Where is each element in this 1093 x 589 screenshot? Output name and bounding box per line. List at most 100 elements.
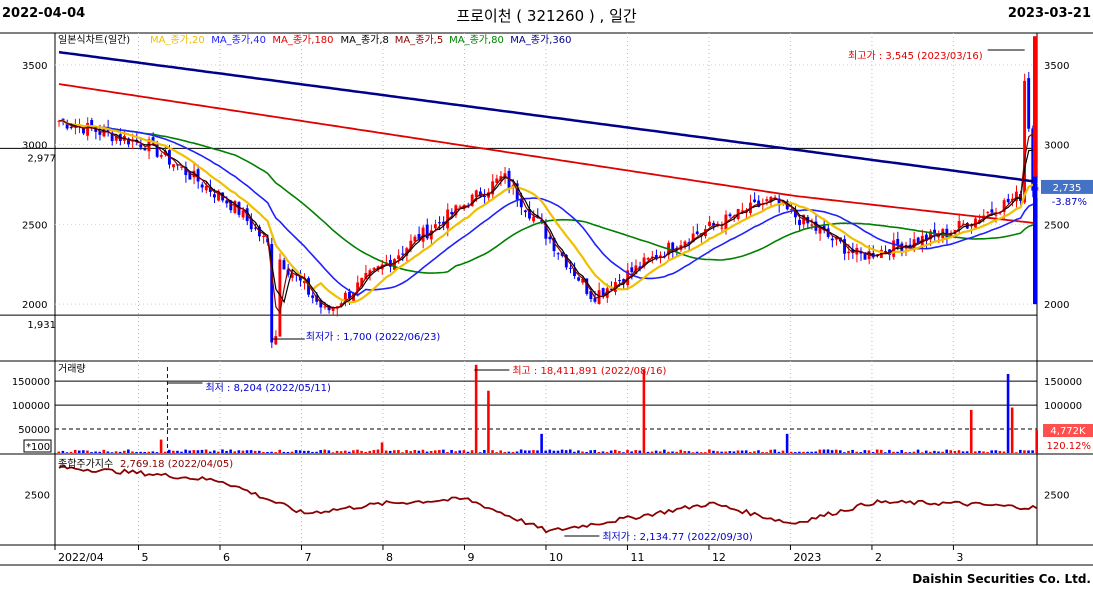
volume-bar	[200, 449, 204, 453]
ma20-line	[59, 119, 1038, 304]
volume-bar	[393, 450, 396, 453]
candle-body	[90, 120, 94, 129]
volume-bar	[511, 451, 515, 453]
volume-bar	[953, 450, 957, 453]
index-tick-right: 2500	[1044, 490, 1069, 501]
candle-body	[450, 212, 454, 215]
volume-bar	[180, 451, 183, 453]
volume-bar	[847, 450, 850, 453]
volume-bar	[548, 449, 552, 453]
volume-bar	[969, 409, 973, 453]
volume-bar	[634, 450, 638, 453]
candle-body	[1027, 78, 1031, 129]
candle-body	[491, 181, 495, 195]
volume-bar	[433, 450, 437, 453]
x-tick-label: 2	[875, 551, 882, 564]
candle-body	[409, 240, 413, 250]
candle-body	[994, 214, 998, 216]
chart-title: 프로이천 ( 321260 ) , 일간	[456, 7, 637, 25]
volume-bar	[172, 450, 175, 453]
candle-body	[192, 170, 196, 178]
candle-body	[323, 306, 327, 308]
volume-bar	[241, 450, 245, 453]
volume-bar	[356, 449, 359, 453]
brand-label: Daishin Securities Co. Ltd.	[912, 572, 1091, 586]
volume-bar	[343, 450, 347, 453]
x-tick-label: 8	[386, 551, 393, 564]
candle-body	[82, 126, 85, 134]
volume-panel-title: 거래량	[58, 363, 86, 375]
x-tick-label: 3	[956, 551, 963, 564]
volume-bar	[564, 450, 568, 453]
ma360-line	[58, 50, 1038, 184]
candle-body	[577, 277, 581, 281]
volume-bar	[658, 451, 662, 453]
candle-body	[769, 196, 773, 201]
candle-body	[528, 209, 531, 219]
volume-bar	[994, 450, 998, 453]
ma40-line	[59, 120, 1038, 297]
volume-bar	[372, 450, 376, 453]
volume-bar	[937, 451, 940, 453]
volume-bar	[740, 450, 744, 453]
volume-bar	[957, 450, 961, 453]
volume-tick-left: 100000	[12, 401, 50, 412]
candle-body	[810, 224, 814, 226]
volume-bar	[417, 450, 421, 453]
price-tick-right: 3000	[1044, 141, 1069, 152]
candle-body	[438, 222, 441, 224]
volume-bar	[65, 452, 69, 453]
volume-bar	[822, 449, 826, 453]
candle-body	[843, 239, 846, 254]
candle-body	[654, 255, 658, 260]
candle-body	[605, 288, 609, 298]
volume-bar	[523, 450, 527, 453]
candle-body	[556, 253, 560, 255]
last-price-label: 2,735	[1053, 183, 1082, 194]
volume-bar	[912, 451, 916, 453]
volume-bar	[499, 450, 502, 453]
candle-body	[847, 251, 851, 254]
volume-bar	[131, 451, 134, 453]
volume-bar	[118, 451, 122, 453]
volume-bar	[961, 451, 965, 453]
volume-bar	[949, 450, 953, 453]
volume-bar	[438, 450, 441, 453]
candle-body	[961, 223, 965, 225]
volume-bar	[102, 449, 106, 453]
volume-bar	[736, 450, 740, 453]
volume-bar	[127, 449, 130, 453]
volume-bar	[732, 451, 736, 453]
volume-bar	[900, 450, 903, 453]
x-tick-label: 2023	[793, 551, 821, 564]
volume-bar	[978, 450, 981, 453]
volume-bar	[626, 449, 629, 453]
candle-body	[949, 233, 953, 238]
volume-bar	[806, 451, 809, 453]
price-low-annotation: 최저가 : 1,700 (2022/06/23)	[306, 331, 441, 343]
candle-body	[278, 259, 282, 337]
candle-body	[139, 144, 143, 148]
volume-bar	[90, 452, 93, 453]
volume-bar	[613, 449, 617, 453]
volume-bar	[663, 449, 666, 453]
volume-bar	[147, 451, 151, 453]
candle-body	[217, 191, 220, 201]
end-date: 2023-03-21	[1007, 6, 1091, 21]
index-low-annotation: 최저가 : 2,134.77 (2022/09/30)	[602, 531, 753, 543]
candle-body	[691, 233, 695, 243]
volume-bar	[327, 450, 331, 453]
volume-bar	[773, 449, 777, 453]
volume-bar	[1023, 450, 1026, 453]
volume-bar	[695, 451, 699, 453]
candle-body	[69, 126, 73, 128]
volume-bar	[839, 450, 842, 453]
volume-bar	[609, 450, 613, 453]
legend-entry: MA_종가,360	[510, 34, 571, 46]
candle-body	[307, 278, 310, 295]
candle-body	[372, 267, 376, 270]
price-tick-right: 2000	[1044, 300, 1069, 311]
volume-bar	[495, 452, 498, 453]
candle-body	[794, 211, 797, 218]
